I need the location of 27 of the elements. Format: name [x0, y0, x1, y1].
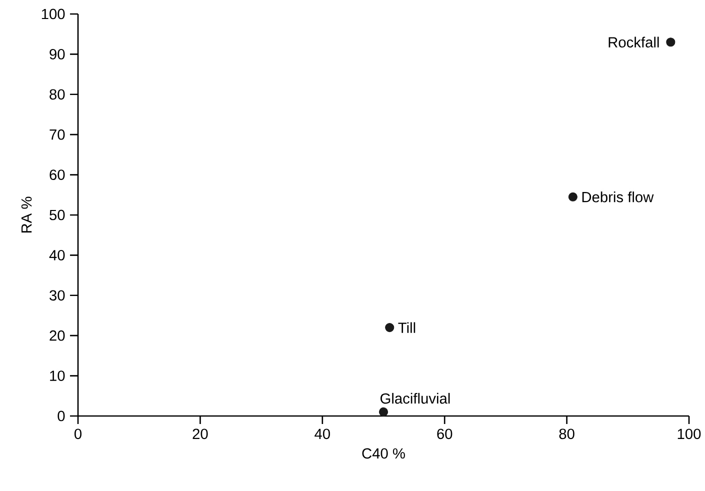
x-tick-label: 20 [192, 428, 208, 440]
x-tick-label: 40 [314, 428, 330, 440]
point [378, 407, 388, 417]
y-tick-label: 50 [50, 210, 65, 220]
point [666, 38, 676, 47]
y-tick-label: 90 [50, 49, 65, 60]
x-tick-label: 80 [559, 428, 574, 440]
x-tick-label: 0 [74, 428, 82, 440]
y-tick-label: 40 [49, 250, 65, 260]
point [385, 323, 394, 332]
y-tick-label: 10 [50, 370, 65, 381]
point [568, 192, 578, 202]
x-tick-label: 100 [678, 428, 701, 440]
annotation: Debris flow [582, 192, 654, 202]
annotation: Till [398, 322, 416, 333]
y-tick-label: 0 [58, 410, 65, 422]
annotation: Rockfall [608, 36, 659, 48]
y-tick-label: 60 [50, 170, 65, 180]
y-tick-label: 70 [50, 129, 65, 140]
x-tick-label: 60 [437, 428, 452, 440]
x-axis-title: C40 % [362, 448, 405, 459]
y-tick-label: 80 [50, 89, 65, 100]
y-axis-title: RA % [21, 196, 32, 233]
y-tick-label: 20 [50, 330, 65, 341]
annotation: Glacifluvial [380, 392, 450, 404]
y-tick-label: 30 [50, 290, 65, 301]
y-tick-label: 100 [42, 8, 65, 20]
